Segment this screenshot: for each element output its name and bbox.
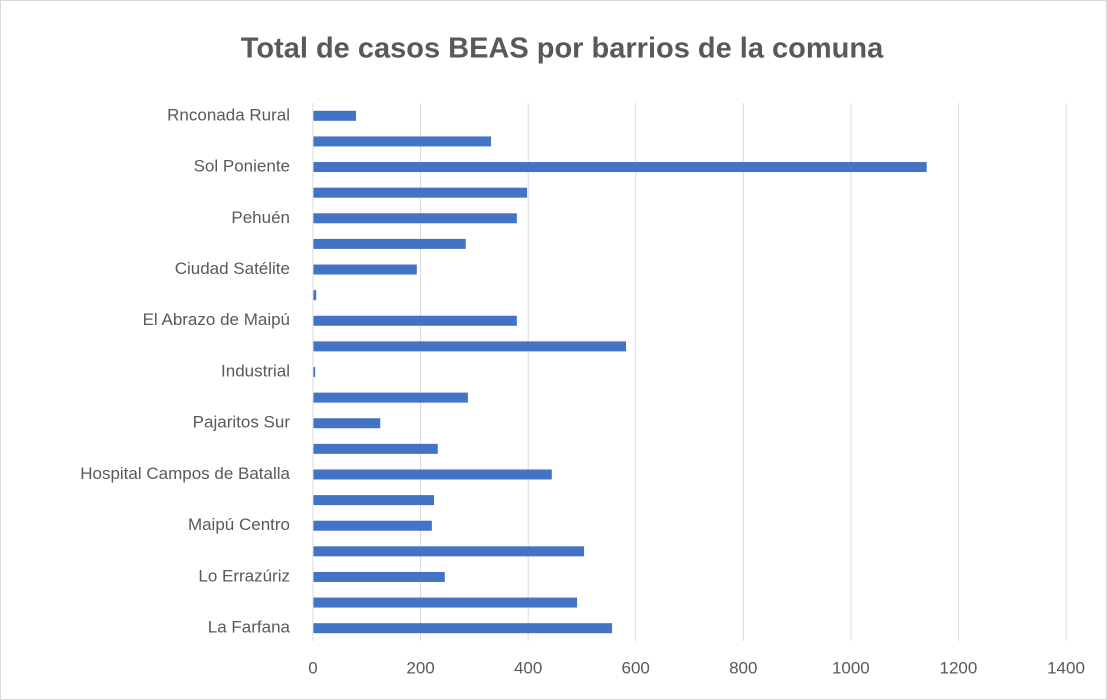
y-tick-label: Maipú Centro — [188, 515, 290, 534]
y-tick-label: La Farfana — [208, 618, 291, 637]
bar — [313, 597, 578, 608]
bar — [313, 367, 316, 377]
bar — [313, 341, 627, 352]
bar — [313, 187, 528, 198]
x-tick-label: 0 — [308, 658, 317, 677]
bar — [313, 495, 435, 506]
x-tick-label: 200 — [406, 658, 434, 677]
y-tick-label: Rnconada Rural — [167, 105, 290, 124]
x-tick-label: 1400 — [1047, 658, 1085, 677]
y-tick-label: Hospital Campos de Batalla — [80, 464, 290, 483]
bar — [313, 469, 552, 480]
chart-title: Total de casos BEAS por barrios de la co… — [241, 33, 884, 65]
bar — [313, 443, 438, 454]
bar — [313, 238, 466, 249]
x-tick-label: 400 — [514, 658, 542, 677]
y-tick-label: Pehuén — [231, 208, 290, 227]
bar — [313, 571, 445, 582]
bar — [313, 392, 468, 403]
bar — [313, 264, 417, 275]
bar — [313, 520, 432, 531]
bar — [313, 162, 927, 173]
y-tick-label: Ciudad Satélite — [175, 259, 290, 278]
bar — [313, 418, 381, 429]
x-tick-label: 600 — [622, 658, 650, 677]
bar — [313, 315, 517, 326]
bar — [313, 110, 357, 121]
y-tick-label: Lo Errazúriz — [198, 566, 290, 585]
y-tick-label: Pajaritos Sur — [193, 413, 291, 432]
y-tick-label: El Abrazo de Maipú — [143, 310, 290, 329]
x-tick-label: 1200 — [940, 658, 978, 677]
bar — [313, 136, 492, 147]
bar — [313, 290, 317, 301]
x-tick-label: 1000 — [832, 658, 870, 677]
y-tick-label: Sol Poniente — [194, 157, 290, 176]
bar — [313, 213, 517, 224]
y-tick-label: Industrial — [221, 361, 290, 380]
bar — [313, 546, 585, 557]
bar — [313, 623, 613, 634]
x-tick-label: 800 — [729, 658, 757, 677]
